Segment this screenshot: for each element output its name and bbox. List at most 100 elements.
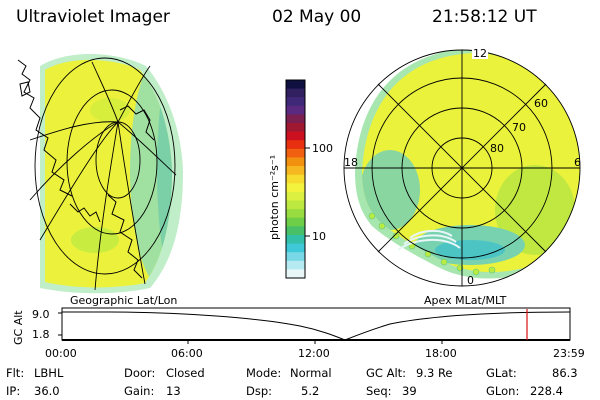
lon-line-1 [39, 121, 119, 241]
colorbar-segment [286, 105, 305, 116]
colorbar-tick-label-10: 10 [312, 230, 326, 243]
colorbar-segment [286, 114, 305, 124]
filter-label: Flt: [6, 366, 25, 380]
oval-dot [440, 258, 448, 266]
altitude-xtick-label-3: 18:00 [425, 347, 457, 360]
left-latlon-grid [29, 57, 177, 291]
glon-label: GLon: [486, 384, 520, 398]
colorbar-segment [286, 97, 305, 107]
arc-2 [403, 234, 457, 245]
colorbar-segment [286, 166, 305, 176]
colorbar-tick-label-100: 100 [312, 142, 333, 155]
altitude-xtick-label-1: 06:00 [171, 347, 203, 360]
left-coastlines [17, 59, 155, 279]
right-map-label: Apex MLat/MLT [424, 294, 507, 307]
right-arcs [397, 230, 461, 251]
lon-line-3 [117, 121, 146, 285]
lon-line-8 [29, 121, 119, 201]
filter-value: LBHL [34, 366, 64, 380]
glon-value: 228.4 [530, 384, 563, 398]
gain-value: 13 [166, 384, 181, 398]
dsp-value: 5.2 [301, 384, 320, 398]
mlat-label-60: 60 [534, 97, 548, 110]
magnetic-polar-image: 12 18 6 0 60 70 80 [343, 47, 581, 287]
oval-dot [456, 264, 464, 272]
colorbar-segment [286, 209, 305, 219]
colorbar-segment [286, 217, 305, 227]
polar-grid [343, 49, 581, 287]
colorbar-segment [286, 252, 305, 262]
altitude-xtick-label-2: 12:00 [298, 347, 330, 360]
lon-line-2 [94, 121, 119, 291]
colorbar-unit-label: photon cm⁻²s⁻¹ [268, 155, 281, 240]
colorbar-segment [286, 226, 305, 236]
right-oval-dots [368, 212, 496, 276]
altitude-timeline [58, 307, 571, 344]
left-map-label: Geographic Lat/Lon [70, 294, 177, 307]
coastline-north [119, 105, 155, 141]
mlt-label-bg-top [472, 47, 488, 59]
arc-3 [397, 238, 461, 251]
mode-value: Normal [290, 366, 332, 380]
coastline-island [19, 81, 31, 97]
colorbar [286, 80, 305, 279]
lon-line-5 [29, 121, 119, 141]
altitude-ytick-label-bottom: 1.8 [32, 328, 50, 341]
coastline-east [107, 194, 143, 279]
gcalt-value: 9.3 Re [416, 366, 453, 380]
coastline-west [17, 59, 73, 197]
altitude-plot-frame [61, 307, 571, 341]
glat-value: 86.3 [552, 366, 578, 380]
colorbar-segment [286, 183, 305, 193]
mode-label: Mode: [246, 366, 282, 380]
mlt-label-right: 6 [574, 156, 581, 169]
mlt-label-top: 12 [473, 47, 487, 60]
right-midnight-core [435, 240, 505, 260]
lat-circle-3 [34, 57, 176, 275]
colorbar-segment [286, 148, 305, 159]
gcalt-label: GC Alt: [366, 366, 407, 380]
oval-dot [378, 222, 386, 230]
oval-dot [392, 232, 400, 240]
oval-dot [472, 268, 480, 276]
colorbar-segment [286, 157, 305, 167]
seq-value: 39 [402, 384, 417, 398]
colorbar-segment [286, 80, 305, 90]
oval-dot [488, 266, 496, 274]
glat-label: GLat: [486, 366, 517, 380]
lon-line-7 [117, 65, 151, 123]
door-label: Door: [124, 366, 156, 380]
altitude-xtick-label-0: 00:00 [45, 347, 77, 360]
colorbar-segment [286, 131, 305, 141]
mlt-label-bottom: 0 [467, 274, 474, 287]
right-dusk-band [362, 150, 420, 230]
geographic-image [17, 53, 183, 294]
dsp-label: Dsp: [246, 384, 273, 398]
mlt-label-left: 18 [344, 156, 358, 169]
altitude-xtick-label-4: 23:59 [553, 347, 585, 360]
seq-label: Seq: [366, 384, 392, 398]
coastline-bay [69, 203, 101, 223]
left-patch-1 [71, 227, 119, 253]
lon-line-4 [117, 121, 177, 176]
gain-label: Gain: [124, 384, 155, 398]
altitude-ylabel: GC Alt [12, 310, 25, 345]
colorbar-frame [285, 79, 306, 279]
ip-value: 36.0 [34, 384, 60, 398]
arc-1 [409, 230, 453, 239]
oval-dot [368, 212, 376, 220]
lon-line-6 [91, 61, 119, 123]
instrument-title: Ultraviolet Imager [16, 7, 170, 27]
mlt-spoke-2 [377, 83, 547, 253]
ip-label: IP: [6, 384, 21, 398]
observation-date: 02 May 00 [272, 7, 362, 27]
colorbar-segment [286, 191, 305, 202]
mlat-label-80: 80 [490, 142, 504, 155]
colorbar-segment [286, 174, 305, 184]
door-value: Closed [166, 366, 205, 380]
colorbar-segment [286, 243, 305, 253]
mlat-label-70: 70 [512, 121, 526, 134]
altitude-curve [62, 311, 571, 341]
right-dawn-band [495, 165, 575, 255]
